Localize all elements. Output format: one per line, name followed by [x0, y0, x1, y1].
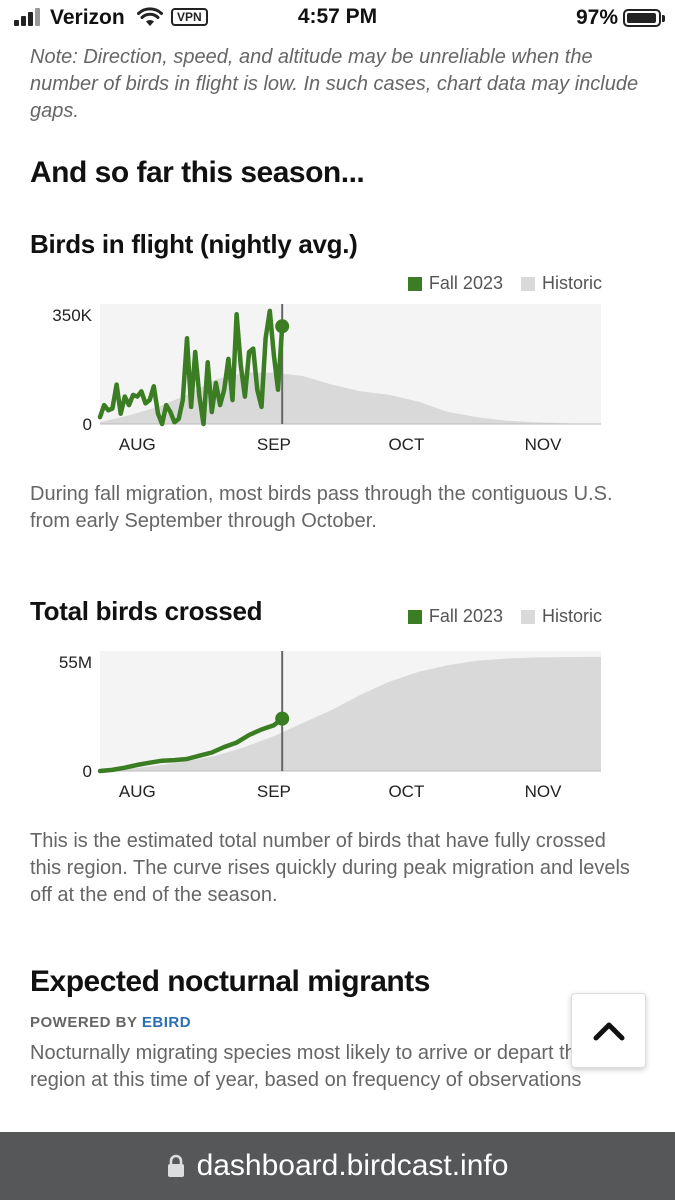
crossed-chart-y-tick-max: 55M [59, 653, 92, 672]
total-birds-crossed-chart: 55M 0 AUG SEP OCT NOV [59, 651, 601, 801]
battery-icon [623, 9, 665, 27]
battery-percentage: 97% [575, 6, 618, 29]
wifi-icon [137, 7, 163, 26]
crossed-chart-fall-2023-line [97, 716, 285, 774]
flight-chart-x-tick-sep: SEP [257, 435, 291, 454]
page-content: Note: Direction, speed, and altitude may… [0, 36, 675, 1132]
legend-item-fall: Fall 2023 [407, 273, 503, 294]
carrier-name: Verizon [50, 6, 125, 29]
powered-by: POWERED BY EBIRD [30, 1014, 191, 1031]
legend-item-historic: Historic [520, 606, 602, 627]
crossed-chart-title: Total birds crossed [30, 596, 263, 626]
crossed-chart-x-tick-oct: OCT [388, 782, 424, 801]
browser-url-bar[interactable]: dashboard.birdcast.info [0, 1132, 675, 1200]
legend-label-historic: Historic [541, 606, 602, 626]
flight-chart-fall-2023-line [97, 308, 285, 427]
crossed-chart-legend: Fall 2023 Historic [390, 606, 602, 627]
scroll-to-top-button[interactable] [571, 993, 646, 1068]
flight-chart-current-point [275, 319, 290, 334]
birds-in-flight-chart: 350K 0 AUG SEP OCT NOV [52, 304, 601, 454]
battery-level [627, 13, 657, 23]
legend-swatch-historic [520, 609, 535, 624]
lock-icon [167, 1154, 184, 1177]
status-bar: Verizon VPN 4:57 PM 97% [0, 0, 675, 36]
crossed-chart-x-tick-nov: NOV [525, 782, 563, 801]
cellular-signal-icon [14, 8, 40, 26]
legend-label-historic: Historic [541, 273, 602, 293]
flight-chart-caption: During fall migration, most birds pass t… [30, 483, 613, 532]
crossed-chart-x-tick-sep: SEP [257, 782, 291, 801]
flight-chart-legend: Fall 2023 Historic [390, 273, 602, 294]
legend-label-fall: Fall 2023 [428, 606, 503, 626]
url-text: dashboard.birdcast.info [196, 1149, 509, 1182]
flight-chart-title: Birds in flight (nightly avg.) [30, 229, 358, 259]
flight-chart-x-tick-aug: AUG [119, 435, 156, 454]
chevron-up-icon [593, 1022, 624, 1040]
flight-chart-y-tick-zero: 0 [83, 415, 92, 434]
legend-item-fall: Fall 2023 [407, 606, 503, 627]
legend-item-historic: Historic [520, 273, 602, 294]
migrants-heading: Expected nocturnal migrants [30, 965, 430, 998]
crossed-chart-y-tick-zero: 0 [83, 762, 92, 781]
powered-by-label: POWERED BY [30, 1014, 138, 1031]
legend-swatch-fall [407, 609, 422, 624]
migrants-description: Nocturnally migrating species most likel… [30, 1042, 591, 1091]
crossed-chart-caption: This is the estimated total number of bi… [30, 830, 630, 906]
clock: 4:57 PM [297, 5, 378, 28]
flight-chart-x-tick-nov: NOV [525, 435, 563, 454]
season-heading: And so far this season... [30, 156, 365, 189]
flight-chart-x-tick-oct: OCT [388, 435, 424, 454]
data-reliability-note: Note: Direction, speed, and altitude may… [30, 46, 639, 122]
legend-label-fall: Fall 2023 [428, 273, 503, 293]
flight-chart-y-tick-max: 350K [52, 306, 92, 325]
crossed-chart-current-point [275, 711, 290, 726]
vpn-badge: VPN [171, 8, 208, 26]
crossed-chart-historic-area [100, 656, 601, 771]
ebird-link[interactable]: EBIRD [141, 1014, 192, 1031]
legend-swatch-fall [407, 276, 422, 291]
crossed-chart-x-tick-aug: AUG [119, 782, 156, 801]
legend-swatch-historic [520, 276, 535, 291]
